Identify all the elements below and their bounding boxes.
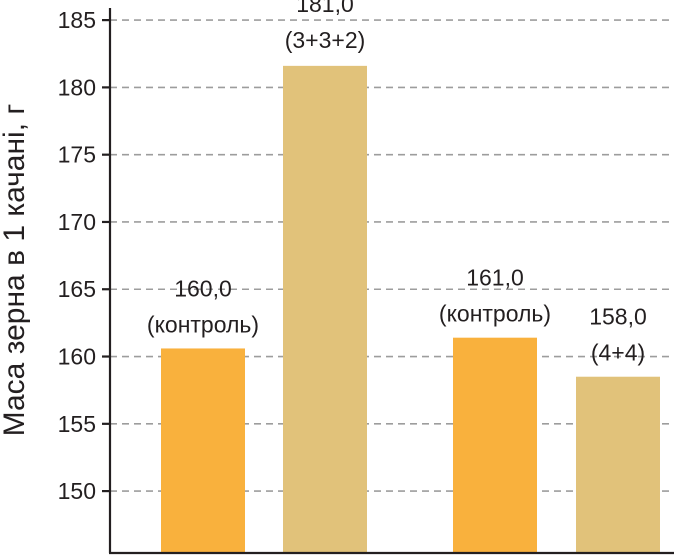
bar-3 [453,337,537,553]
y-tick-label: 185 [58,7,96,33]
bar-4 [576,376,660,553]
bar-3-value-label: 161,0 [466,265,524,291]
y-tick-label: 175 [58,142,96,168]
bar-2 [283,65,367,553]
y-tick-label: 160 [58,344,96,370]
y-axis-label: Маса зерна в 1 качані, г [0,104,31,437]
bars [161,65,660,553]
y-tick-label: 180 [58,74,96,100]
y-tick-label: 170 [58,209,96,235]
y-tick-label: 165 [58,276,96,302]
bar-2-value-label: 181,0 [296,0,354,17]
y-tick-label: 155 [58,411,96,437]
bar-1 [161,348,245,553]
bar-1-variant-label: (контроль) [147,311,259,337]
bar-1-value-label: 160,0 [174,275,232,301]
y-tick-labels: 150 155 160 165 170 175 180 185 [58,7,110,504]
bar-2-variant-label: (3+3+2) [285,27,366,53]
y-tick-label: 150 [58,478,96,504]
data-labels: 160,0 (контроль) 181,0 (3+3+2) 161,0 (контрол… [147,0,647,366]
bar-4-value-label: 158,0 [589,304,647,330]
bar-4-variant-label: (4+4) [591,340,645,366]
bar-3-variant-label: (контроль) [439,301,551,327]
